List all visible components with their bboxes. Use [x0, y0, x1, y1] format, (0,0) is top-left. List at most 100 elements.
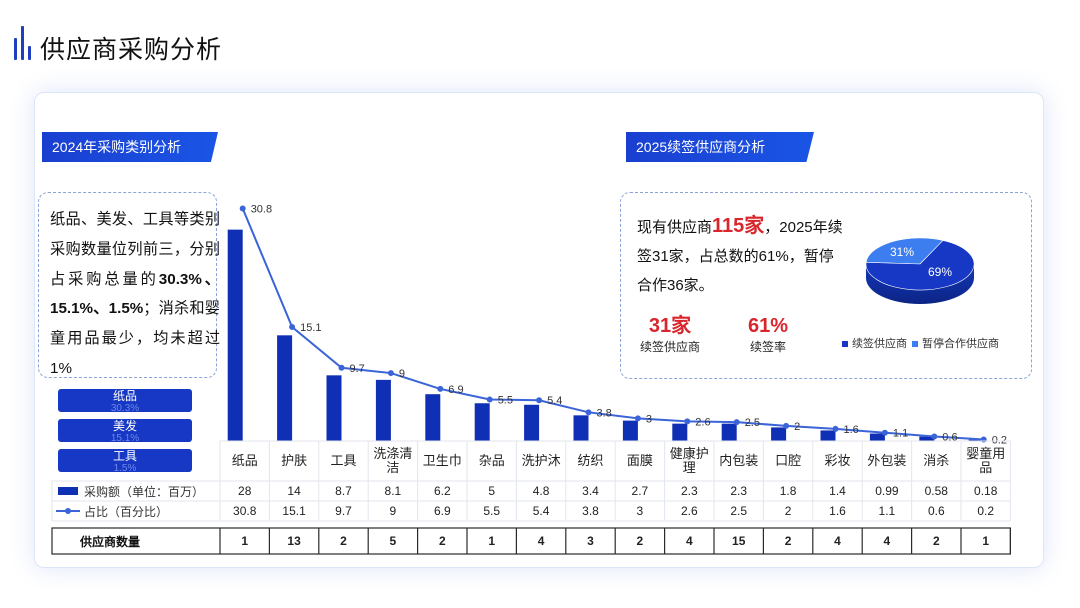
stat-label: 续签率	[749, 340, 786, 354]
share-point-5	[486, 396, 493, 403]
renewal-pie-chart: 69% 31%	[865, 237, 975, 304]
category-label-3: 洗涤清洁	[373, 446, 413, 475]
share-point-2	[338, 364, 345, 371]
bar-value-3: 8.1	[384, 484, 402, 498]
share-label-15: 0.2	[992, 434, 1007, 446]
bar-8	[622, 420, 638, 441]
share-value-14: 0.6	[927, 504, 945, 518]
title-decoration	[12, 26, 38, 60]
category-label-11: 口腔	[775, 453, 802, 468]
category-pill-3: 工具 1.5%	[58, 449, 192, 472]
bar-11	[771, 427, 787, 441]
bar-value-10: 2.3	[730, 484, 748, 498]
pie-label-renewed: 69%	[928, 265, 952, 279]
category-label-15: 婴童用品	[966, 446, 1006, 475]
share-value-8: 3	[636, 504, 644, 518]
legend-line-marker	[65, 508, 71, 514]
summary-part-3: ，2025年续签31家，占总数的61%，暂停合作36家。	[637, 219, 843, 294]
bar-4	[425, 394, 441, 441]
bar-14	[919, 436, 935, 441]
share-label-0: 30.8	[251, 204, 272, 216]
pie-slice-1	[865, 237, 944, 265]
share-label-6: 5.4	[547, 395, 562, 407]
bar-6	[524, 404, 540, 441]
share-label-12: 1.6	[844, 424, 859, 436]
share-label-10: 2.5	[745, 417, 760, 429]
share-label-11: 2	[794, 421, 800, 433]
share-point-14	[931, 433, 938, 440]
share-value-11: 2	[784, 504, 792, 518]
row-label-amount: 采购额（单位：百万）	[84, 484, 205, 499]
share-point-4	[437, 385, 444, 392]
share-point-3	[387, 370, 394, 377]
category-label-2: 工具	[330, 453, 357, 468]
category-label-12: 彩妆	[824, 453, 851, 468]
row-label-suppliers: 供应商数量	[80, 534, 141, 549]
share-value-4: 6.9	[433, 504, 451, 518]
category-label-7: 纺织	[577, 453, 604, 468]
bar-value-14: 0.58	[924, 484, 948, 498]
share-value-9: 2.6	[680, 504, 698, 518]
share-label-4: 6.9	[448, 384, 463, 396]
row-label-share: 占比（百分比）	[84, 504, 169, 519]
legend-bar-swatch	[58, 487, 78, 495]
summary-box	[620, 192, 1032, 379]
category-label-10: 内包装	[719, 453, 759, 468]
stat-label: 续签供应商	[639, 340, 700, 354]
bar-7	[573, 415, 589, 441]
supplier-count-1: 13	[287, 534, 301, 548]
share-value-2: 9.7	[335, 504, 352, 518]
bar-value-0: 28	[238, 484, 252, 498]
bar-0	[227, 229, 243, 441]
supplier-count-5: 1	[488, 534, 496, 548]
pill-sub: 15.1%	[110, 433, 140, 443]
pill-sub: 1.5%	[113, 463, 137, 473]
page-title: 供应商采购分析	[40, 36, 223, 64]
description-text: 纸品、美发、工具等类别采购数量位列前三，分别占采购总量的30.3%、15.1%、…	[50, 205, 220, 384]
supplier-count-14: 2	[932, 534, 940, 548]
share-value-10: 2.5	[730, 504, 748, 518]
share-value-0: 30.8	[233, 504, 257, 518]
share-label-5: 5.5	[498, 394, 513, 406]
summary-text: 现有供应商115家，2025年续签31家，占总数的61%，暂停合作36家。	[637, 212, 847, 300]
share-point-11	[783, 422, 790, 429]
stat-value: 61%	[747, 315, 789, 337]
share-value-15: 0.2	[977, 504, 995, 518]
pie-slice-0	[865, 240, 975, 291]
stat-renewed-count: 31家 续签供应商	[632, 314, 708, 356]
supplier-count-7: 3	[587, 534, 594, 548]
bar-5	[474, 403, 490, 441]
bar-value-7: 3.4	[582, 484, 599, 498]
share-point-6	[536, 397, 543, 404]
supplier-row-box	[51, 527, 1012, 555]
category-pill-1: 纸品 30.3%	[58, 389, 192, 412]
pill-label: 工具	[112, 449, 137, 463]
stat-renewal-rate: 61% 续签率	[730, 314, 806, 356]
supplier-count-3: 5	[389, 534, 397, 548]
right-section-banner: 2025续签供应商分析	[626, 132, 814, 162]
description-highlight: 30.3%、15.1%、1.5%	[50, 270, 220, 318]
bar-value-8: 2.7	[631, 484, 649, 498]
share-value-5: 5.5	[483, 504, 501, 518]
pie-legend-paused: 暂停合作供应商	[912, 335, 999, 351]
share-label-7: 3.8	[597, 407, 612, 419]
description-part-1: 纸品、美发、工具等类别采购数量位列前三，分别占采购总量的	[50, 211, 220, 288]
share-label-1: 15.1	[300, 322, 321, 334]
share-point-13	[881, 429, 888, 436]
bar-3	[375, 379, 391, 441]
bar-1	[277, 335, 293, 441]
legend-label: 续签供应商	[852, 338, 907, 350]
share-label-2: 9.7	[350, 363, 365, 375]
share-line	[241, 208, 984, 441]
share-point-9	[684, 418, 691, 425]
supplier-count-2: 2	[340, 534, 347, 548]
supplier-count-10: 15	[732, 534, 746, 548]
share-label-8: 3	[646, 413, 652, 425]
share-label-9: 2.6	[695, 416, 710, 428]
bar-value-6: 4.8	[532, 484, 550, 498]
share-point-7	[585, 409, 592, 416]
supplier-count-4: 2	[438, 534, 446, 548]
bar-value-9: 2.3	[680, 484, 698, 498]
category-label-14: 消杀	[923, 453, 950, 468]
legend-swatch	[912, 341, 918, 348]
